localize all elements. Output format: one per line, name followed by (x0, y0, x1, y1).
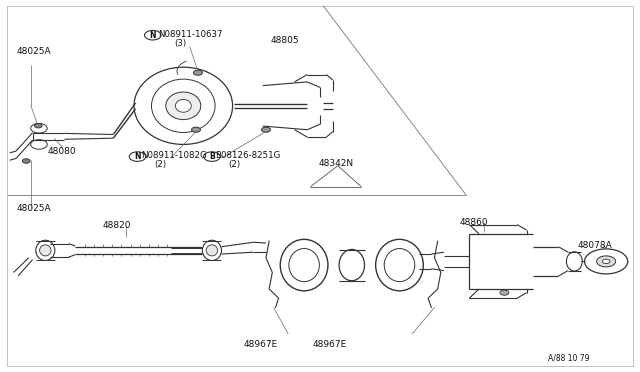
Ellipse shape (36, 240, 55, 260)
Ellipse shape (202, 240, 221, 260)
Text: 48860: 48860 (460, 218, 488, 227)
Text: A/88 10 79: A/88 10 79 (548, 354, 589, 363)
Text: N08911-1082G: N08911-1082G (141, 151, 207, 160)
Text: B08126-8251G: B08126-8251G (215, 151, 280, 160)
Ellipse shape (384, 248, 415, 282)
Ellipse shape (566, 252, 582, 271)
Ellipse shape (289, 248, 319, 282)
Text: N: N (134, 152, 141, 161)
Ellipse shape (339, 250, 365, 281)
Circle shape (500, 290, 509, 295)
Circle shape (584, 249, 628, 274)
Ellipse shape (134, 67, 232, 144)
Ellipse shape (40, 245, 51, 256)
Text: (3): (3) (173, 39, 186, 48)
Circle shape (129, 152, 146, 161)
Text: 48805: 48805 (271, 36, 299, 45)
Ellipse shape (206, 245, 218, 256)
Circle shape (596, 256, 616, 267)
Circle shape (22, 159, 30, 163)
Ellipse shape (152, 79, 215, 132)
Text: B: B (209, 152, 215, 161)
Text: N08911-10637: N08911-10637 (158, 30, 222, 39)
Circle shape (191, 127, 200, 132)
Ellipse shape (280, 239, 328, 291)
Ellipse shape (376, 239, 423, 291)
Text: 48078A: 48078A (577, 241, 612, 250)
Circle shape (204, 152, 220, 161)
Circle shape (193, 70, 202, 75)
Text: 48967E: 48967E (312, 340, 347, 349)
Text: N: N (150, 31, 156, 40)
Text: (2): (2) (228, 160, 240, 169)
Text: 48820: 48820 (102, 221, 131, 230)
Circle shape (262, 127, 271, 132)
Text: 48025A: 48025A (16, 47, 51, 56)
Text: 48967E: 48967E (244, 340, 278, 349)
Text: 48342N: 48342N (319, 159, 354, 168)
Text: 48025A: 48025A (16, 204, 51, 213)
Ellipse shape (175, 99, 191, 112)
Circle shape (35, 124, 42, 128)
Text: 48080: 48080 (48, 147, 77, 155)
Circle shape (602, 259, 610, 264)
Circle shape (145, 31, 161, 40)
Ellipse shape (166, 92, 201, 120)
Text: (2): (2) (155, 160, 167, 169)
